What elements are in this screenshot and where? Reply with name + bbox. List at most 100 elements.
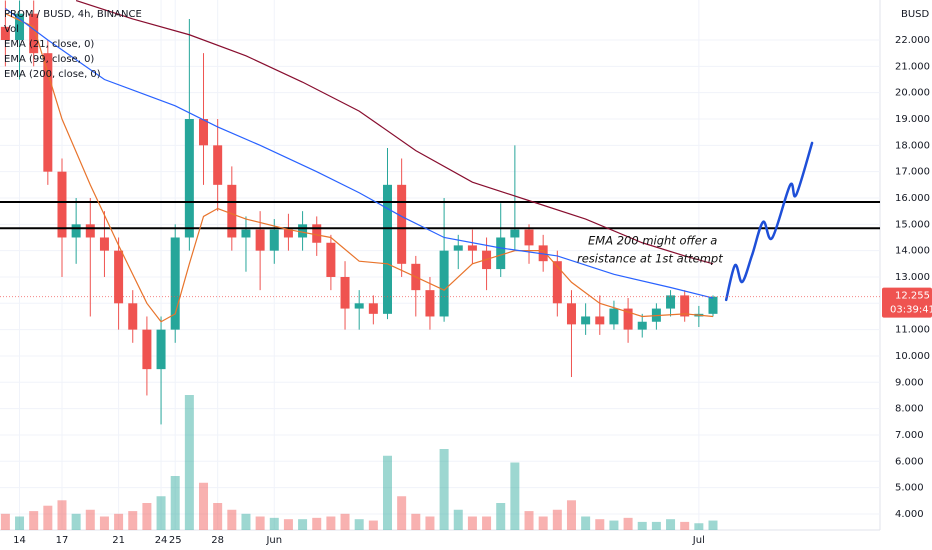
x-tick-label: 21 [112,535,125,546]
volume-bar [283,519,293,530]
volume-bar [255,516,265,530]
annotation: EMA 200 might offer a [588,234,717,248]
candle-body [213,145,223,185]
candle-body [340,276,350,309]
candle-body [609,308,619,325]
volume-bar [368,520,378,530]
volume-bar [184,395,194,530]
volume-bar [637,521,647,530]
volume-bar [227,509,237,530]
y-tick-label: 8.000 [895,404,924,415]
candle-body [312,224,322,243]
y-tick-label: 9.000 [895,377,924,388]
volume-bar [496,503,506,530]
candle-body [43,53,53,172]
volume-bar [199,482,209,530]
candle-body [128,303,138,330]
candle-body [227,184,237,238]
candle-body [637,321,647,330]
candle-body [71,224,81,238]
x-tick-label: 24 [155,535,168,546]
y-tick-label: 5.000 [895,483,924,494]
overlays [0,0,880,323]
y-tick-label: 4.000 [895,509,924,520]
x-tick-label: 14 [13,535,26,546]
volume-bar [453,509,463,530]
candle-body [142,329,152,370]
currency-label[interactable]: BUSD [901,9,930,20]
candle-body [439,250,449,317]
volume-bar [71,513,81,530]
x-tick-label: Jul [692,535,705,546]
candle-body [269,229,279,251]
candle-body [708,296,718,314]
ema-line [5,13,714,323]
volume-bar [524,511,534,530]
y-tick-label: 7.000 [895,430,924,441]
annotation: resistance at 1st attempt [577,252,723,266]
volume-bar [680,521,690,530]
volume-bar [382,455,392,530]
legend-item: EMA (200, close, 0) [4,69,101,80]
candles [0,0,718,425]
candle-body [552,261,562,304]
volume-bar [312,517,322,530]
candle-body [425,290,435,317]
y-tick-label: 10.000 [895,351,930,362]
volume-bar [29,511,39,530]
volume-bar [439,449,449,530]
volume-bar [241,513,251,530]
y-tick-label: 6.000 [895,456,924,467]
volume-pane [0,395,718,530]
countdown: 03:39:41 [890,305,932,316]
volume-bar [595,519,605,530]
x-tick-label: 17 [56,535,69,546]
volume-bar [0,513,10,530]
candle-body [354,303,364,309]
y-tick-label: 22.000 [895,35,930,46]
volume-bar [694,523,704,530]
volume-bar [128,511,138,530]
volume-bar [581,516,591,530]
candle-body [566,303,576,325]
volume-bar [354,519,364,530]
volume-bar [170,476,180,530]
candle-body [382,184,392,314]
volume-bar [99,516,109,530]
volume-bar [552,509,562,530]
y-tick-label: 17.000 [895,167,930,178]
candle-body [453,245,463,251]
last-price-label: 12.255 [895,291,930,302]
candle-body [595,316,605,325]
candle-body [524,229,534,246]
volume-bar [411,513,421,530]
y-tick-label: 16.000 [895,193,930,204]
volume-bar [15,516,25,530]
volume-bar [609,520,619,530]
volume-bar [425,516,435,530]
candle-body [29,13,39,54]
candle-body [666,295,676,309]
y-tick-label: 20.000 [895,88,930,99]
volume-bar [708,520,718,530]
volume-bar [269,517,279,530]
legend-item: EMA (99, close, 0) [4,54,94,65]
candle-body [397,184,407,264]
volume-bar [156,496,166,530]
volume-bar [85,509,95,530]
candle-body [538,245,548,262]
candle-body [581,316,591,325]
volume-bar [114,513,124,530]
volume-bar [482,516,492,530]
volume-bar [510,462,520,530]
volume-bar [57,500,67,530]
candle-body [283,229,293,238]
candle-body [241,229,251,238]
projection-path [724,141,814,302]
volume-bar [538,516,548,530]
candle-body [156,329,166,370]
volume-bar [467,516,477,530]
volume-bar [142,503,152,530]
y-tick-label: 19.000 [895,114,930,125]
